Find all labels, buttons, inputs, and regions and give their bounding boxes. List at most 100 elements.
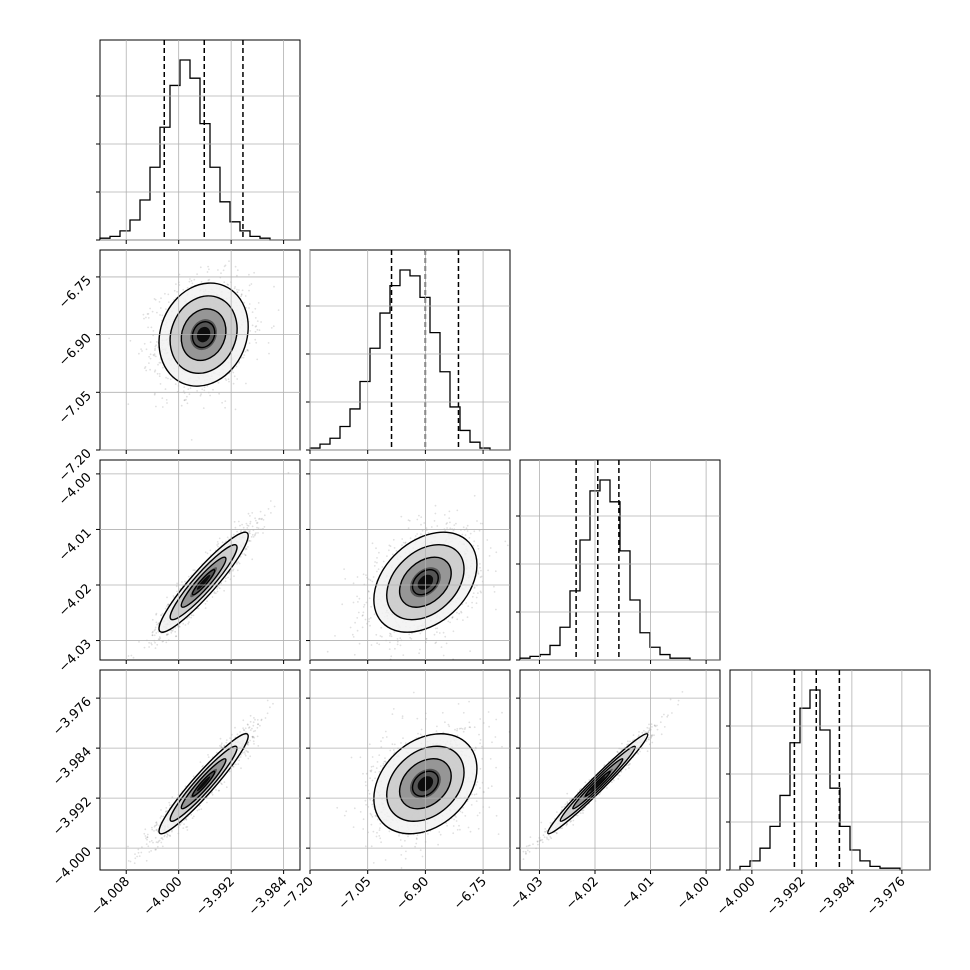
scatter-point — [248, 289, 250, 292]
scatter-point — [382, 560, 385, 563]
scatter-point — [155, 621, 158, 624]
scatter-point — [167, 633, 170, 635]
scatter-point — [378, 643, 381, 646]
scatter-point — [277, 309, 280, 311]
scatter-point — [218, 587, 221, 590]
scatter-point — [256, 358, 259, 361]
scatter-point — [226, 536, 229, 539]
scatter-point — [217, 545, 219, 548]
scatter-point — [161, 314, 164, 317]
scatter-point — [218, 537, 221, 540]
scatter-point — [244, 754, 247, 757]
scatter-point — [188, 280, 191, 283]
scatter-point — [217, 789, 220, 792]
scatter-point — [246, 750, 249, 753]
scatter-point — [440, 646, 443, 648]
scatter-point — [171, 629, 174, 632]
scatter-point — [224, 377, 227, 380]
scatter-point — [249, 530, 251, 532]
scatter-point — [251, 311, 254, 313]
scatter-point — [236, 291, 239, 294]
scatter-point — [452, 616, 454, 618]
scatter-point — [270, 327, 273, 329]
scatter-point — [254, 330, 257, 333]
scatter-point — [169, 835, 172, 837]
scatter-point — [248, 303, 251, 305]
scatter-point — [436, 627, 439, 630]
scatter-point — [473, 587, 476, 589]
scatter-point — [217, 381, 220, 384]
scatter-point — [129, 339, 132, 342]
scatter-point — [147, 313, 150, 315]
scatter-point — [368, 618, 370, 620]
scatter-point — [471, 595, 474, 598]
scatter-point — [132, 672, 134, 674]
scatter-point — [233, 375, 236, 378]
scatter-point — [370, 605, 372, 608]
scatter-point — [269, 500, 272, 502]
scatter-point — [151, 634, 154, 637]
scatter-panel-2-0 — [99, 459, 301, 674]
scatter-point — [181, 581, 183, 583]
scatter-point — [156, 845, 159, 848]
scatter-point — [185, 817, 187, 820]
scatter-point — [445, 523, 448, 525]
scatter-point — [227, 576, 230, 579]
scatter-point — [451, 616, 454, 619]
scatter-point — [236, 288, 238, 291]
scatter-point — [198, 804, 201, 807]
scatter-point — [263, 514, 266, 517]
scatter-point — [255, 519, 257, 522]
scatter-point — [143, 342, 146, 345]
scatter-point — [263, 526, 266, 528]
scatter-point — [184, 580, 186, 583]
histogram-step-line — [519, 479, 720, 661]
scatter-point — [419, 648, 421, 651]
scatter-point — [376, 561, 378, 564]
scatter-point — [262, 532, 264, 534]
scatter-point — [149, 341, 152, 343]
scatter-point — [248, 530, 251, 533]
scatter-point — [236, 530, 239, 533]
scatter-point — [234, 286, 237, 288]
scatter-point — [158, 373, 161, 375]
scatter-point — [156, 623, 158, 626]
scatter-point — [154, 848, 157, 851]
scatter-point — [402, 541, 405, 544]
scatter-point — [344, 578, 347, 580]
scatter-point — [268, 352, 270, 355]
scatter-point — [190, 614, 193, 617]
scatter-point — [197, 607, 200, 610]
scatter-point — [248, 342, 251, 345]
scatter-point — [171, 830, 173, 833]
density-contour — [191, 321, 216, 349]
scatter-point — [477, 592, 479, 594]
scatter-point — [160, 614, 162, 617]
scatter-point — [246, 527, 249, 529]
scatter-point — [272, 325, 275, 328]
scatter-point — [445, 642, 448, 645]
scatter-point — [154, 355, 157, 358]
scatter-point — [379, 635, 382, 637]
scatter-point — [202, 407, 205, 409]
scatter-point — [234, 265, 237, 268]
scatter-point — [466, 530, 469, 532]
scatter-point — [255, 341, 258, 344]
scatter-point — [165, 308, 167, 310]
scatter-point — [372, 576, 375, 578]
scatter-point — [151, 631, 154, 634]
scatter-point — [158, 375, 161, 378]
scatter-point — [425, 638, 428, 640]
scatter-point — [249, 532, 251, 535]
histogram-0-grid — [100, 40, 300, 241]
scatter-point — [154, 641, 156, 644]
scatter-point — [219, 737, 222, 740]
scatter-point — [160, 809, 162, 811]
scatter-point — [475, 602, 478, 605]
panel-frame — [309, 249, 511, 451]
scatter-point — [246, 743, 249, 746]
scatter-point — [365, 601, 368, 604]
scatter-point — [395, 550, 398, 552]
scatter-point — [267, 342, 270, 344]
scatter-point — [196, 390, 199, 392]
